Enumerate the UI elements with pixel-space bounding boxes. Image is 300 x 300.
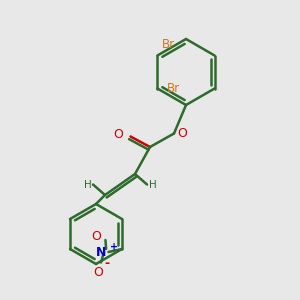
- Text: Br: Br: [167, 82, 179, 95]
- Text: Br: Br: [162, 38, 175, 51]
- Text: N: N: [96, 245, 106, 259]
- Text: -: -: [104, 257, 109, 271]
- Text: O: O: [113, 128, 123, 142]
- Text: H: H: [148, 179, 156, 190]
- Text: H: H: [84, 179, 92, 190]
- Text: O: O: [178, 127, 188, 140]
- Text: O: O: [91, 230, 101, 244]
- Text: +: +: [110, 242, 118, 252]
- Text: O: O: [93, 266, 103, 278]
